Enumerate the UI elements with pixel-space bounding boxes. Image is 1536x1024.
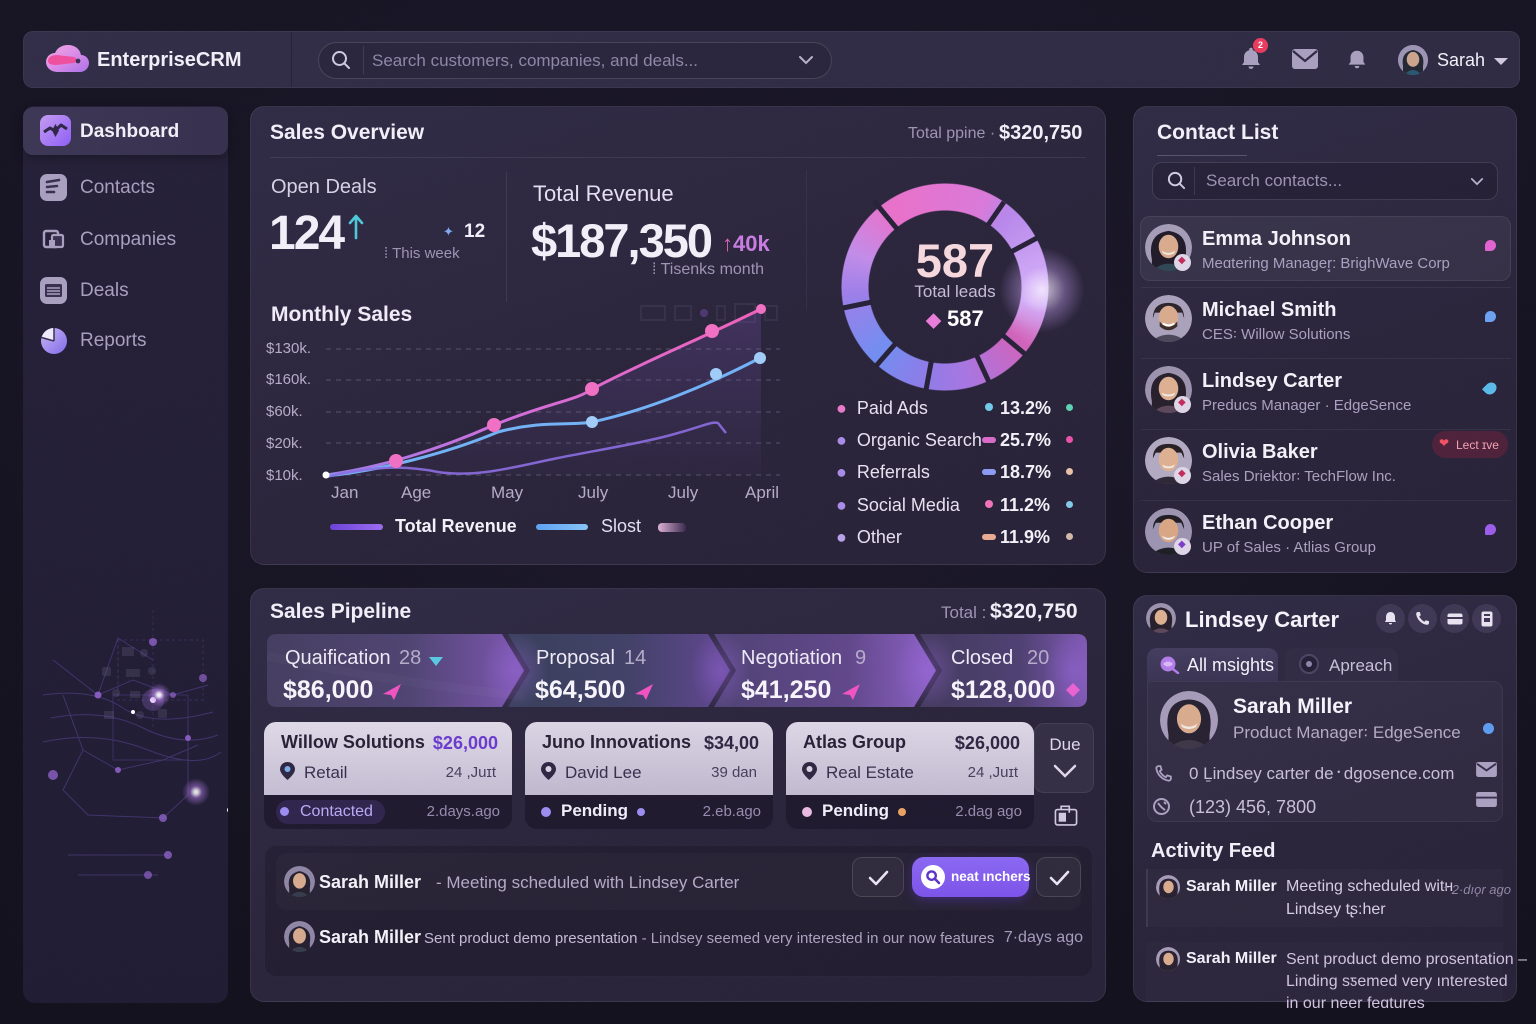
svg-text:$41,250: $41,250 (741, 676, 831, 704)
svg-text:28: 28 (399, 647, 421, 669)
svg-text:$86,000: $86,000 (283, 676, 373, 704)
svg-text:14: 14 (624, 647, 646, 669)
svg-text:Negotiation: Negotiation (741, 647, 842, 669)
svg-text:Closed: Closed (951, 647, 1013, 669)
svg-text:Quaification: Quaification (285, 647, 391, 669)
svg-text:$128,000: $128,000 (951, 676, 1055, 704)
svg-text:9: 9 (855, 647, 866, 669)
svg-text:Proposal: Proposal (536, 647, 615, 669)
svg-text:20: 20 (1027, 647, 1049, 669)
svg-text:$64,500: $64,500 (535, 676, 625, 704)
